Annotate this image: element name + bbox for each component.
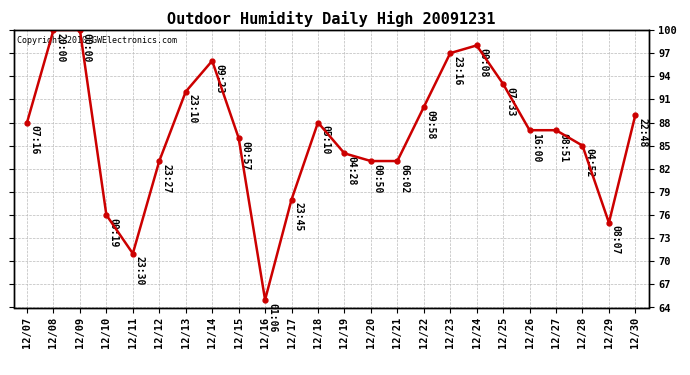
Title: Outdoor Humidity Daily High 20091231: Outdoor Humidity Daily High 20091231 [167,12,495,27]
Text: 09:58: 09:58 [426,110,435,139]
Text: 07:16: 07:16 [29,125,39,154]
Text: 09:23: 09:23 [214,64,224,93]
Text: 00:00: 00:00 [82,33,92,62]
Text: 05:10: 05:10 [320,125,330,154]
Text: 20:00: 20:00 [55,33,66,62]
Text: 16:00: 16:00 [531,133,542,162]
Text: 07:33: 07:33 [505,87,515,116]
Text: 00:57: 00:57 [241,141,250,170]
Text: 01:06: 01:06 [267,303,277,332]
Text: 06:02: 06:02 [400,164,409,193]
Text: 04:28: 04:28 [346,156,356,186]
Text: 00:19: 00:19 [108,218,118,247]
Text: 00:50: 00:50 [373,164,383,193]
Text: 23:10: 23:10 [188,94,197,124]
Text: Copyright 2010 GWElectronics.com: Copyright 2010 GWElectronics.com [17,36,177,45]
Text: 04:52: 04:52 [584,148,594,178]
Text: 23:16: 23:16 [452,56,462,85]
Text: 23:30: 23:30 [135,256,145,286]
Text: 00:08: 00:08 [479,48,489,78]
Text: 23:27: 23:27 [161,164,171,193]
Text: 08:07: 08:07 [611,225,621,255]
Text: 23:45: 23:45 [293,202,304,232]
Text: 22:48: 22:48 [638,118,647,147]
Text: 08:51: 08:51 [558,133,568,162]
